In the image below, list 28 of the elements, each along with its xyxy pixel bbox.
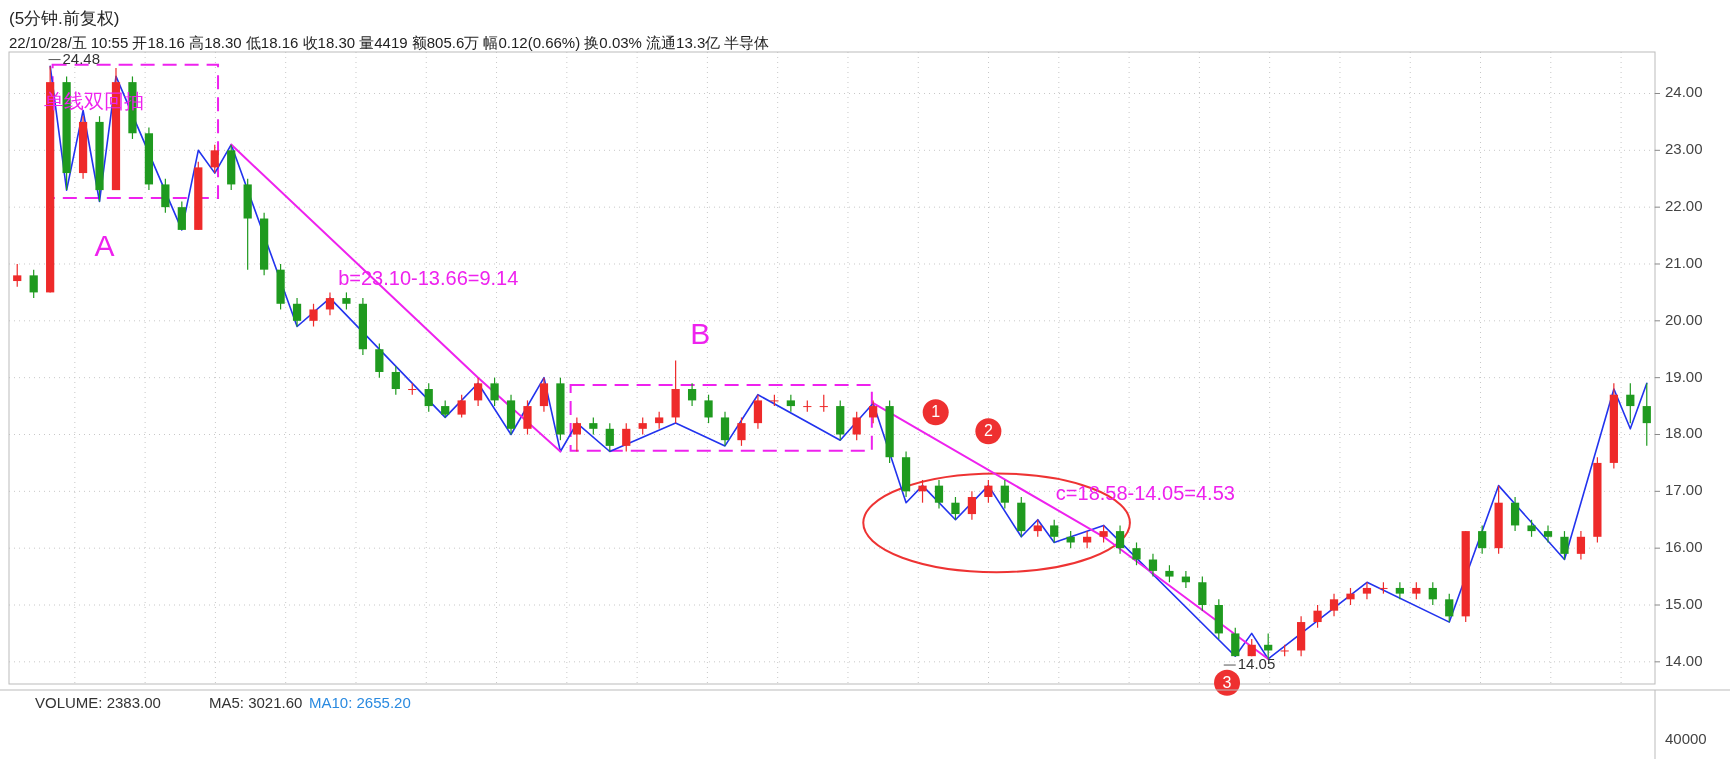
- y-tick-label: 22.00: [1665, 197, 1703, 215]
- y-tick-label: 15.00: [1665, 594, 1703, 612]
- y-tick-label: 19.00: [1665, 367, 1703, 385]
- annotation: 24.48: [48, 49, 101, 67]
- annotation: B: [690, 317, 711, 351]
- subtitle: 22/10/28/五 10:55 开18.16 高18.30 低18.16 收18.30 量4419 额805.6万 幅0.12(0.66%) 换0.03% 流通13.3亿 半导体: [9, 33, 770, 51]
- annotation: A: [94, 228, 115, 262]
- annotation: 14.05: [1223, 655, 1276, 672]
- annotation: VOLUME: 2383.00: [35, 693, 161, 711]
- annotation: 3: [1222, 673, 1232, 691]
- y-tick-label: 21.00: [1665, 253, 1703, 271]
- y-tick-label: 14.00: [1665, 651, 1703, 669]
- y-tick-label: 24.00: [1665, 83, 1703, 101]
- title: (5分钟.前复权): [9, 9, 120, 29]
- annotation: 2: [975, 418, 1002, 445]
- annotation: MA10: 2655.20: [309, 693, 411, 711]
- annotation: 24.48: [62, 49, 101, 67]
- annotation: MA5: 3021.60: [209, 693, 303, 711]
- annotation: 1: [931, 403, 941, 421]
- annotation: 3: [1214, 669, 1241, 696]
- annotation: 40000: [1665, 729, 1707, 747]
- y-tick-label: 16.00: [1665, 538, 1703, 556]
- y-tick-label: 20.00: [1665, 310, 1703, 328]
- annotation: 1: [922, 399, 949, 426]
- y-tick-label: 17.00: [1665, 481, 1703, 499]
- annotation: 2: [983, 422, 993, 440]
- y-tick-label: 23.00: [1665, 140, 1703, 158]
- y-tick-label: 18.00: [1665, 424, 1703, 442]
